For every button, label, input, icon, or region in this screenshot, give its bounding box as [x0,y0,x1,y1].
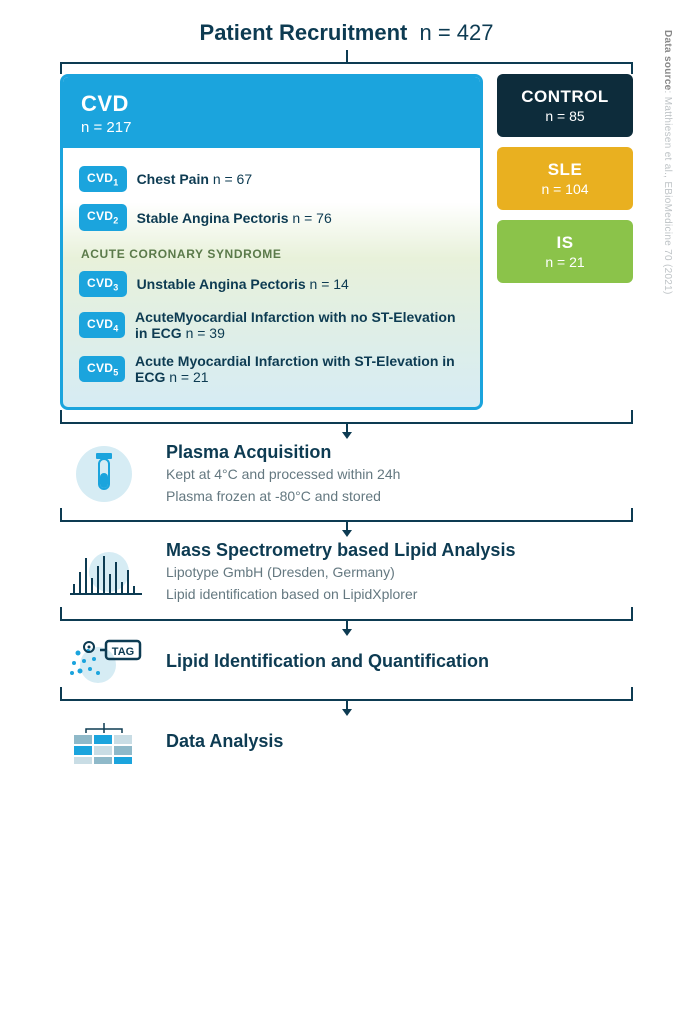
step-mass-spec: Mass Spectrometry based Lipid Analysis L… [60,540,633,604]
cvd4-text: AcuteMyocardial Infarction with no ST-El… [135,309,464,341]
connector [60,508,633,538]
cvd3-text: Unstable Angina Pectoris n = 14 [137,276,349,292]
title-n: n = 427 [419,20,493,45]
cvd4-badge: CVD4 [79,312,125,338]
connector [60,607,633,637]
cvd-body: CVD1 Chest Pain n = 67 CVD2 Stable Angin… [63,148,480,407]
connector [60,687,633,717]
cvd-label: CVD [81,91,462,117]
cvd-n: n = 217 [81,119,462,136]
acs-label: ACUTE CORONARY SYNDROME [81,247,464,261]
cvd-row: CVD3 Unstable Angina Pectoris n = 14 [79,265,464,303]
step-text: Data Analysis [166,731,283,752]
tube-icon [60,446,148,502]
svg-text:TAG: TAG [112,646,134,658]
step-text: Plasma Acquisition Kept at 4°C and proce… [166,442,400,506]
group-column: CONTROL n = 85 SLE n = 104 IS n = 21 [497,74,633,283]
cvd-box: CVD n = 217 CVD1 Chest Pain n = 67 CVD2 … [60,74,483,410]
tag-icon: TAG [60,639,148,685]
bracket-top [60,50,633,74]
page-title: Patient Recruitment n = 427 [50,20,643,46]
step-data-analysis: Data Analysis [60,719,633,765]
sle-pill: SLE n = 104 [497,147,633,210]
cvd2-text: Stable Angina Pectoris n = 76 [137,210,332,226]
data-icon [60,719,148,765]
cvd-row: CVD5 Acute Myocardial Infarction with ST… [79,347,464,391]
cvd-row: CVD4 AcuteMyocardial Infarction with no … [79,303,464,347]
spectrum-icon [60,548,148,596]
step-plasma: Plasma Acquisition Kept at 4°C and proce… [60,442,633,506]
step-text: Lipid Identification and Quantification [166,651,489,672]
control-pill: CONTROL n = 85 [497,74,633,137]
data-source: Data source: Matthiesen et al., EBioMedi… [662,30,673,295]
cvd1-badge: CVD1 [79,166,127,192]
cvd-header: CVD n = 217 [63,77,480,148]
data-source-text: : Matthiesen et al., EBioMedicine 70 (20… [662,91,673,295]
step-lipid-id: TAG Lipid Identification and Quantificat… [60,639,633,685]
is-pill: IS n = 21 [497,220,633,283]
step-text: Mass Spectrometry based Lipid Analysis L… [166,540,515,604]
cvd3-badge: CVD3 [79,271,127,297]
title-text: Patient Recruitment [200,20,408,45]
cvd-row: CVD1 Chest Pain n = 67 [79,160,464,198]
cvd-row: CVD2 Stable Angina Pectoris n = 76 [79,198,464,236]
data-source-label: Data source [662,30,673,91]
cvd5-badge: CVD5 [79,356,125,382]
groups-row: CVD n = 217 CVD1 Chest Pain n = 67 CVD2 … [60,74,633,410]
cvd1-text: Chest Pain n = 67 [137,171,253,187]
cvd2-badge: CVD2 [79,204,127,230]
cvd5-text: Acute Myocardial Infarction with ST-Elev… [135,353,464,385]
connector [60,410,633,440]
